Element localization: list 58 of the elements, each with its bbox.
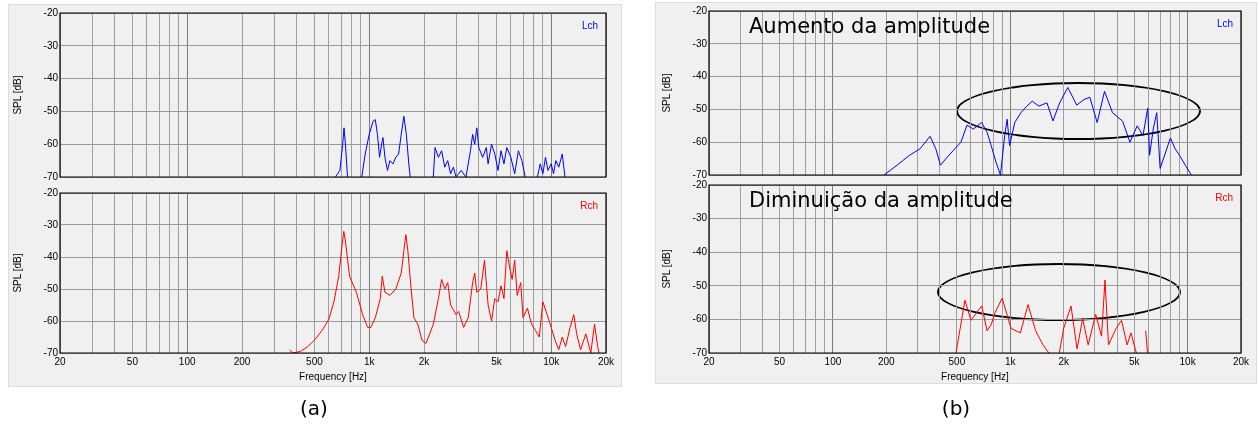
x-tick-label: 5k <box>1128 355 1141 367</box>
y-tick-label: -20 <box>43 186 59 198</box>
y-tick-label: -40 <box>43 72 59 84</box>
y-tick-label: -40 <box>692 245 708 257</box>
annotation: Diminuição da amplitude <box>749 187 1013 212</box>
y-axis-title: SPL [dB] <box>660 73 672 113</box>
x-tick-label: 20 <box>703 355 715 367</box>
y-tick-label: -20 <box>692 178 708 190</box>
y-tick-label: -30 <box>43 39 59 51</box>
y-axis-title: SPL [dB] <box>11 75 23 115</box>
y-tick-label: -60 <box>43 314 59 326</box>
y-tick-label: -60 <box>692 313 708 325</box>
y-tick-label: -70 <box>692 346 708 358</box>
text: Rch <box>580 199 598 211</box>
y-tick-label: -70 <box>692 168 708 180</box>
x-tick-label: 1k <box>1005 355 1017 367</box>
y-tick-label: -60 <box>43 137 59 149</box>
y-tick-label: -50 <box>692 103 708 115</box>
x-tick-label: 100 <box>178 355 196 367</box>
x-tick-label: 200 <box>877 355 896 367</box>
x-tick-label: 500 <box>306 355 324 367</box>
x-tick-label: 5k <box>491 355 503 367</box>
x-tick-label: 1k <box>363 355 376 367</box>
x-tick-label: 10k <box>1179 355 1197 367</box>
text: Rch <box>1215 191 1233 203</box>
y-tick-label: -70 <box>43 346 59 358</box>
text: Lch <box>581 19 598 31</box>
x-tick-label: 20 <box>54 355 66 367</box>
text: Lch <box>1216 17 1233 29</box>
y-tick-label: -50 <box>43 282 59 294</box>
y-tick-label: -20 <box>43 6 59 18</box>
x-tick-label: 2k <box>418 355 431 367</box>
y-tick-label: -50 <box>43 105 59 117</box>
x-tick-label: 100 <box>824 355 842 367</box>
text: (a) <box>299 396 329 420</box>
x-tick-label: 200 <box>233 355 251 367</box>
y-tick-label: -40 <box>692 70 708 82</box>
x-tick-label: 2k <box>1058 355 1070 367</box>
annotation: Aumento da amplitude <box>749 13 991 38</box>
y-tick-label: -30 <box>692 212 708 224</box>
x-tick-label: 500 <box>948 355 966 367</box>
y-axis-title: SPL [dB] <box>660 249 672 289</box>
y-tick-label: -50 <box>692 279 708 291</box>
x-tick-label: 20k <box>1232 355 1251 367</box>
y-tick-label: -20 <box>692 4 708 16</box>
x-axis-title: Frequency [Hz] <box>941 370 1010 382</box>
y-tick-label: -70 <box>43 170 59 182</box>
text: (b) <box>940 396 972 420</box>
y-axis-title: SPL [dB] <box>11 253 23 293</box>
y-tick-label: -40 <box>43 250 59 262</box>
y-tick-label: -60 <box>692 135 708 147</box>
x-tick-label: 20k <box>597 355 616 367</box>
x-axis-title: Frequency [Hz] <box>299 370 368 382</box>
x-tick-label: 50 <box>126 355 139 367</box>
y-tick-label: -30 <box>43 218 59 230</box>
y-tick-label: -30 <box>692 37 708 49</box>
x-tick-label: 50 <box>774 355 786 367</box>
x-tick-label: 10k <box>543 355 561 367</box>
